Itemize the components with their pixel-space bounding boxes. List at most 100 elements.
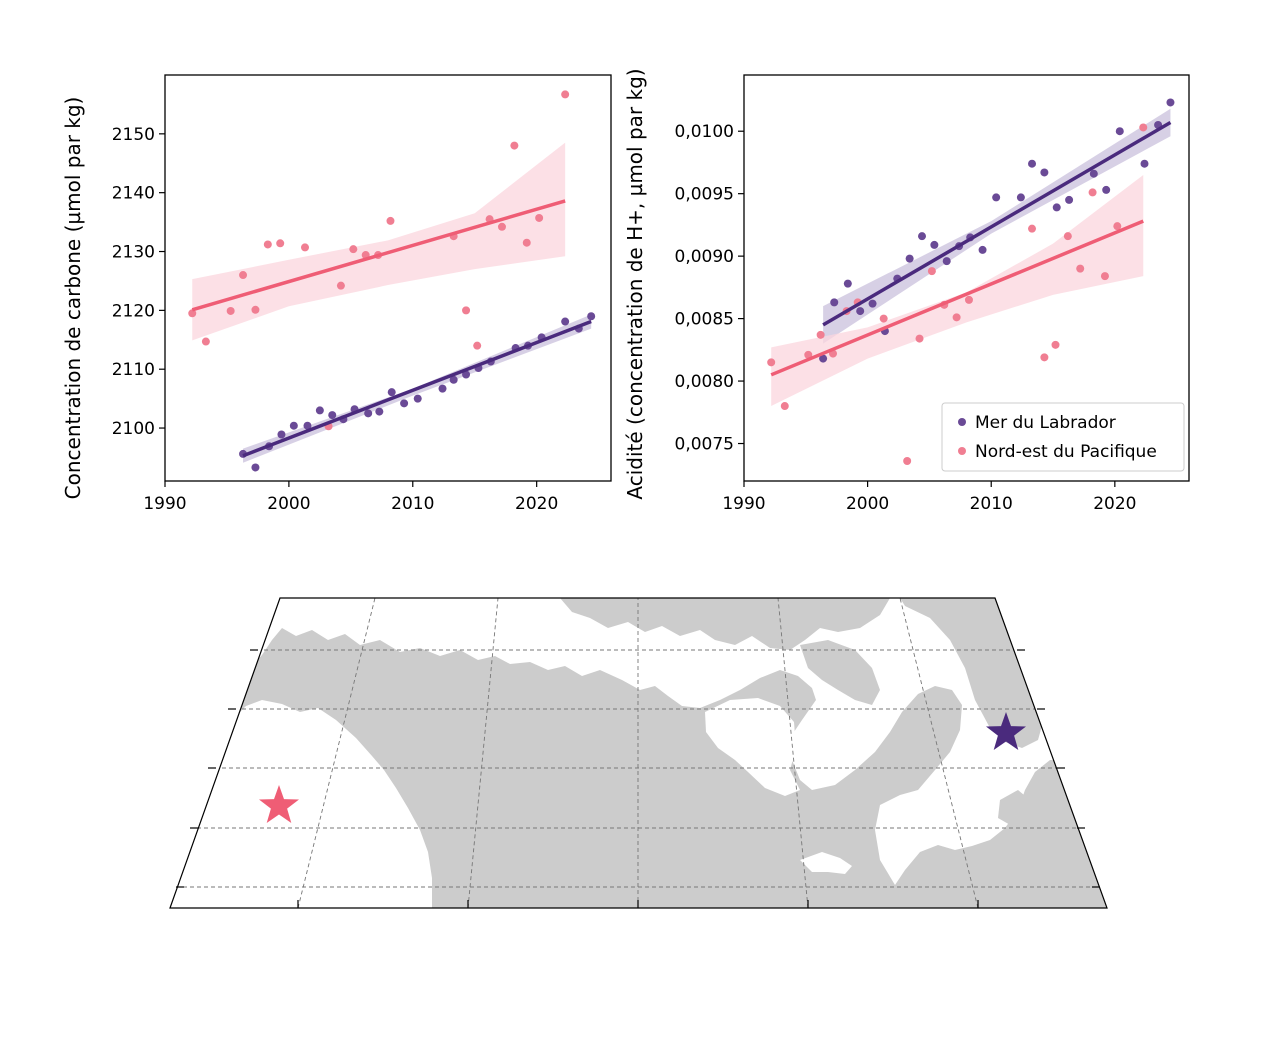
data-point-pacific — [201, 337, 210, 346]
legend-entry-labrador: Mer du Labrador — [975, 413, 1116, 433]
data-point-pacific — [226, 306, 235, 315]
data-point-labrador — [978, 245, 987, 254]
y-tick-label: 2110 — [112, 360, 155, 380]
data-point-labrador — [289, 421, 298, 430]
data-point-pacific — [1028, 224, 1037, 233]
data-point-labrador — [1052, 203, 1061, 212]
data-point-labrador — [449, 375, 458, 384]
regression-lines — [770, 120, 1172, 377]
y-tick-label: 0,0085 — [675, 310, 734, 330]
data-point-labrador — [328, 411, 337, 420]
x-axis-ticks: 1990 2000 2010 2020 — [143, 481, 558, 514]
data-point-pacific — [816, 330, 825, 339]
legend-marker-labrador — [958, 418, 966, 426]
data-point-pacific — [349, 245, 358, 254]
data-point-labrador — [992, 193, 1001, 202]
data-point-pacific — [276, 239, 285, 248]
y-tick-label: 2140 — [112, 184, 155, 204]
data-point-pacific — [188, 309, 197, 318]
data-point-labrador — [561, 317, 570, 326]
data-point-pacific — [927, 267, 936, 276]
trend-line-labrador — [822, 120, 1172, 327]
newfoundland — [998, 790, 1030, 826]
y-axis-ticks: 0,0075 0,0080 0,0085 0,0090 0,0095 0,0100 — [675, 122, 744, 455]
y-tick-label: 0,0075 — [675, 435, 734, 455]
data-point-pacific — [903, 457, 912, 466]
data-point-labrador — [843, 279, 852, 288]
data-points — [767, 98, 1175, 466]
confidence-bands — [192, 142, 592, 463]
data-point-labrador — [819, 354, 828, 363]
plot-frame — [164, 74, 612, 482]
x-tick-label: 2020 — [515, 494, 558, 514]
data-point-pacific — [510, 141, 519, 150]
data-point-labrador — [462, 370, 471, 379]
x-tick-label: 1990 — [722, 494, 765, 514]
trend-line-pacific — [770, 219, 1144, 377]
y-axis-label: Acidité (concentration de H+, µmol par k… — [623, 68, 647, 499]
data-point-labrador — [1016, 193, 1025, 202]
graticule — [176, 598, 1100, 908]
data-point-labrador — [277, 430, 286, 439]
data-point-pacific — [1088, 188, 1097, 197]
data-point-labrador — [930, 240, 939, 249]
data-point-pacific — [473, 341, 482, 350]
data-point-labrador — [375, 407, 384, 416]
map-frame — [169, 597, 1108, 909]
y-tick-label: 0,0100 — [675, 122, 734, 142]
data-point-pacific — [780, 402, 789, 411]
x-axis-ticks: 1990 2000 2010 2020 — [722, 481, 1136, 514]
data-point-labrador — [830, 298, 839, 307]
data-point-labrador — [918, 232, 926, 241]
data-point-labrador — [413, 394, 422, 403]
y-tick-label: 0,0080 — [675, 372, 734, 392]
y-axis-label: Concentration de carbone (µmol par kg) — [61, 97, 85, 500]
acidity-chart: 1990 2000 2010 2020 0,0075 0,0080 0,0085 0,009… — [623, 68, 1190, 514]
data-point-labrador — [303, 421, 312, 430]
pacific-site-star — [259, 785, 299, 823]
data-point-labrador — [387, 388, 396, 397]
data-point-labrador — [1028, 159, 1037, 168]
confidence-band-pacific — [771, 174, 1144, 407]
data-point-labrador — [587, 312, 596, 321]
data-point-pacific — [497, 222, 506, 231]
north-america-landmass — [220, 628, 1107, 908]
confidence-bands — [771, 108, 1171, 407]
data-point-pacific — [300, 243, 309, 252]
x-tick-label: 2010 — [391, 494, 434, 514]
data-point-labrador — [942, 257, 951, 266]
data-point-labrador — [251, 463, 260, 472]
great-lakes — [800, 852, 852, 874]
data-point-labrador — [1166, 98, 1175, 107]
data-point-labrador — [868, 299, 877, 308]
hudson-bay — [705, 698, 800, 796]
data-point-labrador — [1102, 185, 1111, 194]
y-tick-label: 2120 — [112, 301, 155, 321]
data-point-pacific — [462, 306, 471, 315]
data-point-pacific — [915, 334, 924, 343]
data-point-labrador — [364, 409, 373, 418]
data-point-labrador — [1115, 127, 1124, 136]
data-point-labrador — [1040, 168, 1049, 177]
y-axis-ticks: 2100 2110 2120 2130 2140 2150 — [112, 125, 165, 439]
trend-line-pacific — [191, 199, 566, 312]
data-point-pacific — [1100, 272, 1109, 281]
data-point-pacific — [964, 295, 973, 304]
carbon-concentration-chart: 1990 2000 2010 2020 2100 2110 2120 2130 2140 215… — [61, 74, 612, 514]
data-point-labrador — [1089, 169, 1098, 178]
data-point-labrador — [438, 384, 447, 393]
x-tick-label: 1990 — [143, 494, 186, 514]
map-ticks — [176, 649, 1100, 908]
data-point-labrador — [856, 307, 865, 316]
legend: Mer du Labrador Nord-est du Pacifique — [941, 402, 1185, 472]
data-point-pacific — [263, 240, 272, 249]
legend-box — [941, 402, 1185, 472]
data-point-pacific — [561, 90, 570, 99]
x-tick-label: 2000 — [267, 494, 310, 514]
data-point-labrador — [400, 399, 409, 408]
y-tick-label: 0,0095 — [675, 185, 734, 205]
x-tick-label: 2000 — [846, 494, 889, 514]
data-point-labrador — [1065, 195, 1074, 204]
y-tick-label: 2100 — [112, 419, 155, 439]
